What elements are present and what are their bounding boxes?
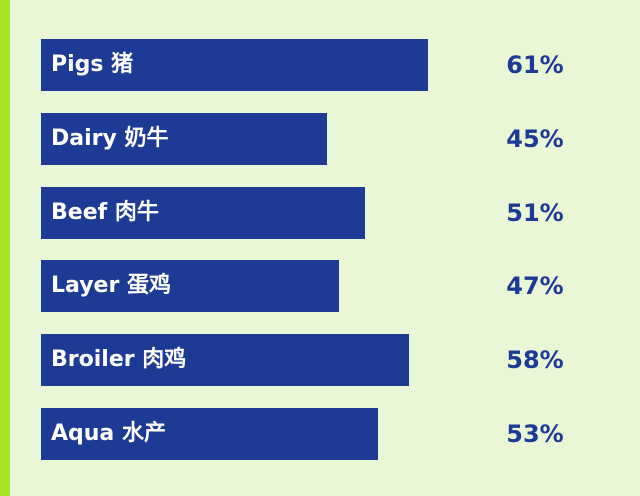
category-label: Aqua 水产 (51, 421, 166, 446)
value-label: 45% (506, 125, 564, 153)
bar (41, 187, 365, 239)
value-label: 47% (506, 272, 564, 300)
bar (41, 260, 339, 312)
left-accent-stripe (0, 0, 10, 496)
value-label: 51% (506, 199, 564, 227)
value-label: 58% (506, 346, 564, 374)
category-label: Broiler 肉鸡 (51, 347, 187, 372)
category-label: Beef 肉牛 (51, 200, 159, 225)
bar (41, 39, 428, 91)
value-label: 53% (506, 420, 564, 448)
category-label: Pigs 猪 (51, 52, 134, 77)
category-label: Layer 蛋鸡 (51, 273, 171, 298)
category-label: Dairy 奶牛 (51, 126, 169, 151)
bar (41, 334, 409, 386)
bar (41, 408, 378, 460)
value-label: 61% (506, 51, 564, 79)
bar (41, 113, 327, 165)
